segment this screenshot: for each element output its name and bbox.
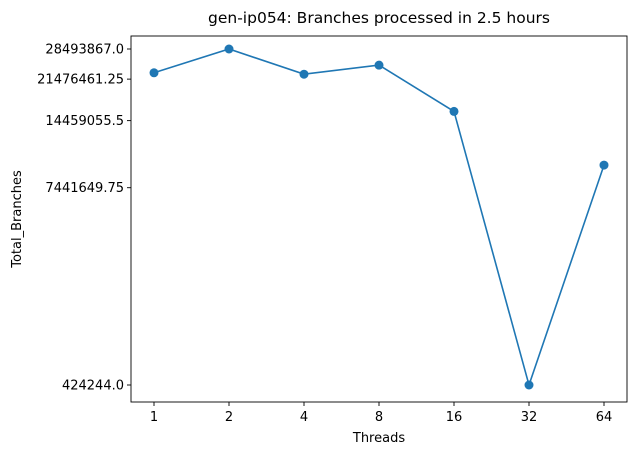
- x-tick-label: 4: [300, 410, 308, 425]
- x-axis-ticks: 1 2 4 8 16 32 64: [150, 402, 612, 425]
- plot-area: [130, 35, 628, 403]
- y-tick-label: 28493867.0: [45, 43, 124, 58]
- x-tick-label: 32: [521, 410, 538, 425]
- y-tick-label: 424244.0: [62, 379, 124, 394]
- series-layer: [149, 44, 609, 390]
- y-tick-label: 21476461.25: [37, 73, 124, 88]
- x-tick-label: 2: [225, 410, 233, 425]
- data-point: [374, 60, 384, 70]
- data-point: [149, 68, 159, 78]
- x-tick-label: 1: [150, 410, 158, 425]
- data-point: [599, 160, 609, 170]
- data-point: [299, 69, 309, 79]
- x-axis-label: Threads: [352, 431, 405, 446]
- data-point: [524, 380, 534, 390]
- y-tick-label: 7441649.75: [45, 181, 124, 196]
- data-point: [224, 44, 234, 54]
- x-tick-label: 8: [375, 410, 383, 425]
- x-tick-label: 64: [596, 410, 613, 425]
- data-point: [449, 106, 459, 116]
- x-tick-label: 16: [446, 410, 463, 425]
- y-tick-label: 14459055.5: [45, 114, 124, 129]
- y-axis-ticks: 424244.0 7441649.75 14459055.5 21476461.25 2…: [37, 43, 131, 394]
- y-axis-label: Total_Branches: [10, 170, 25, 269]
- chart-title: gen-ip054: Branches processed in 2.5 hou…: [208, 9, 550, 27]
